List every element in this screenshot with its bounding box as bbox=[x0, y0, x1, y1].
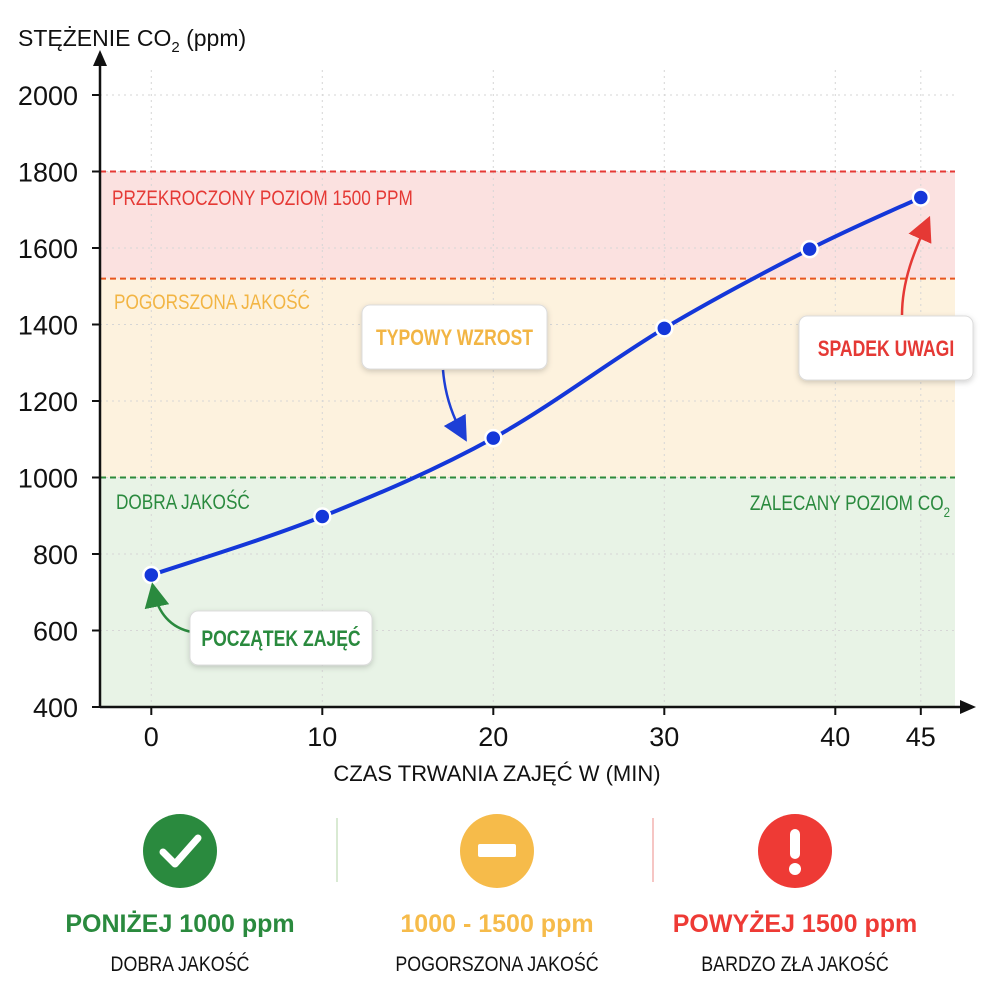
annotation-label: POCZĄTEK ZAJĘĆ bbox=[201, 625, 360, 652]
annotation-box bbox=[189, 610, 373, 666]
check-circle-icon bbox=[143, 814, 217, 888]
legend-item-degraded: 1000 - 1500 ppm POGORSZONA JAKOŚĆ bbox=[332, 800, 662, 977]
data-point bbox=[655, 319, 674, 338]
y-tick-label: 1000 bbox=[18, 464, 78, 494]
annotation-arrow-icon bbox=[900, 215, 932, 316]
y-tick-label: 1600 bbox=[18, 234, 78, 264]
annotation-arrow-icon bbox=[441, 369, 467, 442]
annotation-arrow-icon bbox=[144, 582, 193, 634]
exclamation-circle-icon bbox=[758, 814, 832, 888]
data-point bbox=[313, 507, 332, 526]
y-axis-title: STĘŻENIE CO2 (ppm) bbox=[18, 25, 246, 56]
zone-label-good: DOBRA JAKOŚĆ bbox=[116, 490, 250, 514]
legend-title-degraded: 1000 - 1500 ppm bbox=[400, 910, 594, 938]
co2-line-chart: 400 600 800 1000 1200 1400 1600 1800 2000 0 10 20 30… bbox=[18, 25, 976, 786]
x-tick-label: 30 bbox=[649, 722, 679, 752]
legend: PONIŻEJ 1000 ppm DOBRA JAKOŚĆ 1000 - 150… bbox=[0, 800, 1000, 1000]
legend-title-bad: POWYŻEJ 1500 ppm bbox=[672, 910, 918, 938]
zone-label-recommended: ZALECANY POZIOM CO2 bbox=[750, 493, 950, 521]
y-tick-label: 800 bbox=[33, 540, 78, 570]
annotation-label: TYPOWY WZROST bbox=[376, 326, 533, 350]
zone-label-exceeded: PRZEKROCZONY POZIOM 1500 PPM bbox=[112, 188, 413, 211]
x-axis-arrow-icon bbox=[960, 700, 976, 714]
zone-label-degraded: POGORSZONA JAKOŚĆ bbox=[114, 290, 310, 314]
data-point bbox=[800, 239, 819, 259]
y-tick-label: 1400 bbox=[18, 311, 78, 341]
legend-subtitle-degraded: POGORSZONA JAKOŚĆ bbox=[395, 953, 599, 976]
y-axis-arrow-icon bbox=[93, 50, 107, 66]
x-axis-title: CZAS TRWANIA ZAJĘĆ W (MIN) bbox=[333, 761, 660, 786]
legend-divider bbox=[336, 818, 338, 882]
legend-item-bad: POWYŻEJ 1500 ppm BARDZO ZŁA JAKOŚĆ bbox=[630, 800, 960, 977]
legend-subtitle-bad: BARDZO ZŁA JAKOŚĆ bbox=[701, 953, 889, 976]
legend-title-good: PONIŻEJ 1000 ppm bbox=[65, 910, 295, 938]
legend-item-good: PONIŻEJ 1000 ppm DOBRA JAKOŚĆ bbox=[15, 800, 345, 977]
x-tick-label: 10 bbox=[307, 722, 337, 752]
y-tick-label: 600 bbox=[33, 617, 78, 647]
legend-subtitle-good: DOBRA JAKOŚĆ bbox=[110, 953, 250, 976]
y-tick-label: 400 bbox=[33, 693, 78, 723]
y-tick-label: 2000 bbox=[18, 81, 78, 111]
zone-band bbox=[100, 171, 955, 279]
minus-circle-icon bbox=[460, 814, 534, 888]
zone-band bbox=[100, 477, 955, 707]
y-tick-label: 1800 bbox=[18, 158, 78, 188]
legend-divider bbox=[652, 818, 654, 882]
annotation-box bbox=[361, 304, 548, 370]
x-tick-label: 0 bbox=[144, 722, 159, 752]
annotation-label: SPADEK UWAGI bbox=[818, 337, 954, 361]
x-tick-label: 20 bbox=[478, 722, 508, 752]
x-tick-label: 45 bbox=[906, 722, 936, 752]
annotation-box bbox=[798, 315, 974, 381]
data-point bbox=[484, 428, 503, 448]
data-point bbox=[142, 565, 161, 585]
x-tick-label: 40 bbox=[820, 722, 850, 752]
data-point bbox=[911, 188, 931, 207]
y-tick-label: 1200 bbox=[18, 387, 78, 417]
